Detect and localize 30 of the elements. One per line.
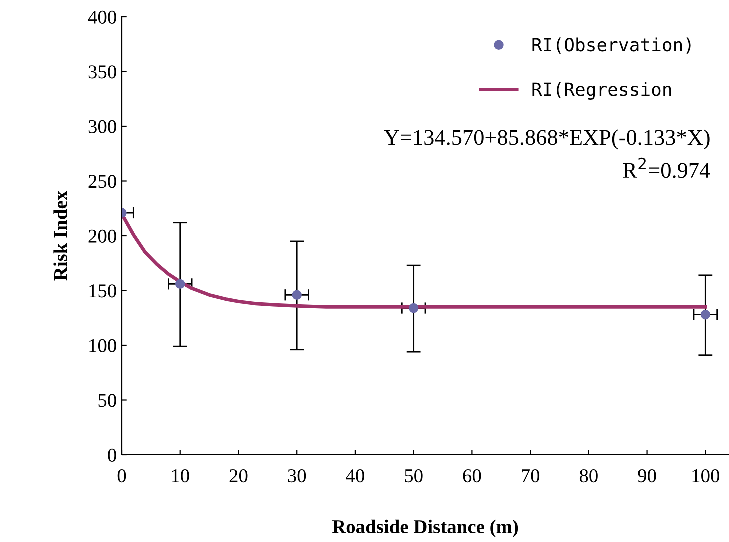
y-tick-label: 400: [88, 10, 116, 24]
x-tick-label: 10: [172, 469, 190, 483]
x-tick-label: 20: [230, 469, 248, 483]
y-tick-label: 100: [90, 339, 116, 352]
y-tick-label: 50: [98, 394, 116, 408]
annotation: R$^{2}$=0.974: [623, 158, 710, 178]
annotation: Y=134.570+85.868*EXP(-0.133*X): [384, 130, 710, 150]
x-tick-label: 80: [580, 469, 598, 483]
x-tick-label: 30: [288, 469, 306, 483]
point: [700, 310, 711, 320]
legend-label: RI(Observation): [532, 38, 691, 54]
y-axis-title: Risk Index: [54, 190, 68, 281]
point: [292, 290, 302, 300]
x-tick-label: 40: [346, 469, 364, 483]
x-tick-label: 50: [405, 469, 423, 483]
x-tick-label: 70: [522, 469, 540, 483]
y-tick-label: 0: [108, 448, 116, 462]
y-tick-label: 350: [88, 66, 116, 79]
x-tick-label: 0: [118, 469, 126, 483]
x-tick-label: 90: [638, 469, 656, 483]
point: [408, 303, 419, 314]
y-tick-label: 250: [88, 175, 116, 188]
x-axis-title: Roadside Distance (m): [332, 520, 518, 538]
y-tick-label: 200: [88, 230, 116, 243]
point: [176, 279, 186, 290]
y-tick-label: 300: [88, 120, 116, 134]
y-tick-label: 150: [90, 284, 116, 298]
x-tick-label: 100: [692, 469, 720, 483]
legend-label: RI(Regression: [532, 82, 672, 100]
x-tick-label: 60: [463, 469, 482, 483]
